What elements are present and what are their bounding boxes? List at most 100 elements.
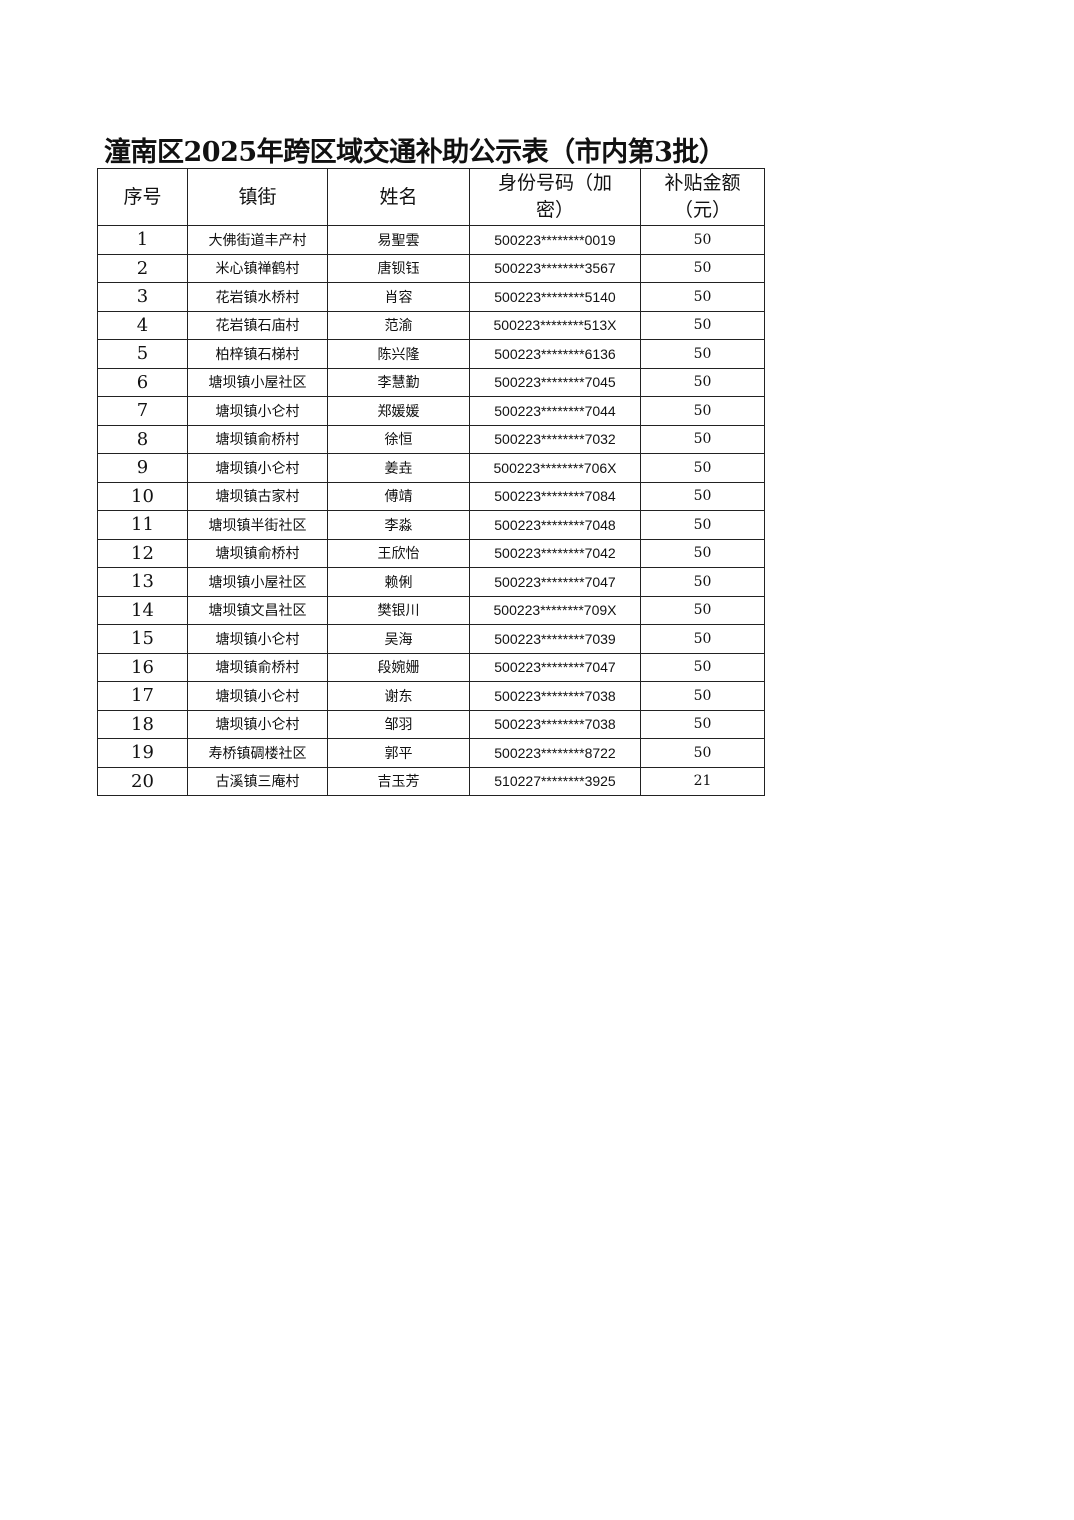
table-row: 14 塘坝镇文昌社区 樊银川 500223********709X 50: [97, 595, 765, 625]
row-amount: 50: [640, 453, 765, 483]
row-id-number: 500223********7038: [469, 709, 641, 739]
row-name: 徐恒: [327, 424, 470, 454]
table-row: 15 塘坝镇小仑村 吴海 500223********7039 50: [97, 624, 765, 654]
row-index: 19: [97, 738, 188, 768]
row-name: 范渝: [327, 310, 470, 340]
row-town: 塘坝镇古家村: [187, 481, 328, 511]
row-id-number: 500223********709X: [469, 595, 641, 625]
row-name: 谢东: [327, 681, 470, 711]
row-name: 邹羽: [327, 709, 470, 739]
row-id-number: 500223********7042: [469, 538, 641, 568]
row-index: 2: [97, 253, 188, 283]
row-id-number: 500223********3567: [469, 253, 641, 283]
row-name: 傅靖: [327, 481, 470, 511]
row-town: 大佛街道丰产村: [187, 225, 328, 255]
table-row: 13 塘坝镇小屋社区 赖俐 500223********7047 50: [97, 567, 765, 597]
row-amount: 50: [640, 538, 765, 568]
row-name: 肖容: [327, 282, 470, 312]
header-id-number: 身份号码（加密）: [469, 168, 641, 226]
table-row: 12 塘坝镇俞桥村 王欣怡 500223********7042 50: [97, 538, 765, 568]
row-amount: 50: [640, 567, 765, 597]
row-name: 易聖雲: [327, 225, 470, 255]
table-row: 2 米心镇禅鹤村 唐钡钰 500223********3567 50: [97, 253, 765, 283]
row-index: 14: [97, 595, 188, 625]
row-town: 塘坝镇小仑村: [187, 624, 328, 654]
header-amount: 补贴金额（元）: [640, 168, 765, 226]
row-index: 9: [97, 453, 188, 483]
row-name: 姜垚: [327, 453, 470, 483]
row-id-number: 500223********7038: [469, 681, 641, 711]
row-town: 塘坝镇文昌社区: [187, 595, 328, 625]
row-index: 16: [97, 652, 188, 682]
row-index: 20: [97, 766, 188, 796]
row-id-number: 500223********513X: [469, 310, 641, 340]
row-amount: 50: [640, 225, 765, 255]
row-name: 樊银川: [327, 595, 470, 625]
row-name: 郭平: [327, 738, 470, 768]
row-index: 15: [97, 624, 188, 654]
table-row: 7 塘坝镇小仑村 郑媛媛 500223********7044 50: [97, 396, 765, 426]
row-amount: 50: [640, 510, 765, 540]
row-amount: 50: [640, 738, 765, 768]
row-town: 塘坝镇小屋社区: [187, 567, 328, 597]
page-title: 潼南区2025年跨区域交通补助公示表（市内第3批）: [104, 137, 726, 168]
row-id-number: 500223********5140: [469, 282, 641, 312]
row-index: 8: [97, 424, 188, 454]
row-id-number: 500223********7044: [469, 396, 641, 426]
row-index: 17: [97, 681, 188, 711]
row-name: 赖俐: [327, 567, 470, 597]
row-id-number: 510227********3925: [469, 766, 641, 796]
row-amount: 50: [640, 339, 765, 369]
row-amount: 50: [640, 253, 765, 283]
row-index: 4: [97, 310, 188, 340]
row-id-number: 500223********7047: [469, 567, 641, 597]
row-town: 寿桥镇碉楼社区: [187, 738, 328, 768]
row-town: 塘坝镇半街社区: [187, 510, 328, 540]
row-town: 花岩镇石庙村: [187, 310, 328, 340]
row-index: 11: [97, 510, 188, 540]
row-town: 塘坝镇小仑村: [187, 681, 328, 711]
table-row: 5 柏梓镇石梯村 陈兴隆 500223********6136 50: [97, 339, 765, 369]
row-id-number: 500223********7047: [469, 652, 641, 682]
table-row: 16 塘坝镇俞桥村 段婉姗 500223********7047 50: [97, 652, 765, 682]
row-id-number: 500223********7048: [469, 510, 641, 540]
row-amount: 50: [640, 367, 765, 397]
row-name: 陈兴隆: [327, 339, 470, 369]
row-name: 吉玉芳: [327, 766, 470, 796]
row-name: 郑媛媛: [327, 396, 470, 426]
table-row: 4 花岩镇石庙村 范渝 500223********513X 50: [97, 310, 765, 340]
row-name: 王欣怡: [327, 538, 470, 568]
row-amount: 50: [640, 282, 765, 312]
row-town: 塘坝镇俞桥村: [187, 652, 328, 682]
header-name: 姓名: [327, 168, 470, 226]
row-index: 6: [97, 367, 188, 397]
row-town: 塘坝镇小仑村: [187, 453, 328, 483]
row-amount: 50: [640, 396, 765, 426]
table-row: 18 塘坝镇小仑村 邹羽 500223********7038 50: [97, 709, 765, 739]
row-amount: 21: [640, 766, 765, 796]
table-row: 1 大佛街道丰产村 易聖雲 500223********0019 50: [97, 225, 765, 255]
row-amount: 50: [640, 481, 765, 511]
header-town: 镇街: [187, 168, 328, 226]
row-amount: 50: [640, 595, 765, 625]
row-amount: 50: [640, 310, 765, 340]
row-index: 3: [97, 282, 188, 312]
table-row: 19 寿桥镇碉楼社区 郭平 500223********8722 50: [97, 738, 765, 768]
table-row: 3 花岩镇水桥村 肖容 500223********5140 50: [97, 282, 765, 312]
row-town: 塘坝镇小仑村: [187, 396, 328, 426]
row-town: 塘坝镇小仑村: [187, 709, 328, 739]
row-id-number: 500223********8722: [469, 738, 641, 768]
row-index: 1: [97, 225, 188, 255]
row-amount: 50: [640, 709, 765, 739]
row-town: 古溪镇三庵村: [187, 766, 328, 796]
row-town: 花岩镇水桥村: [187, 282, 328, 312]
row-town: 米心镇禅鹤村: [187, 253, 328, 283]
row-amount: 50: [640, 624, 765, 654]
row-id-number: 500223********7039: [469, 624, 641, 654]
row-index: 10: [97, 481, 188, 511]
row-name: 唐钡钰: [327, 253, 470, 283]
table-row: 17 塘坝镇小仑村 谢东 500223********7038 50: [97, 681, 765, 711]
row-name: 吴海: [327, 624, 470, 654]
subsidy-table: 序号 镇街 姓名 身份号码（加密） 补贴金额（元） 1 大佛街道丰产村 易聖雲 500…: [97, 168, 765, 796]
table-row: 6 塘坝镇小屋社区 李慧勤 500223********7045 50: [97, 367, 765, 397]
